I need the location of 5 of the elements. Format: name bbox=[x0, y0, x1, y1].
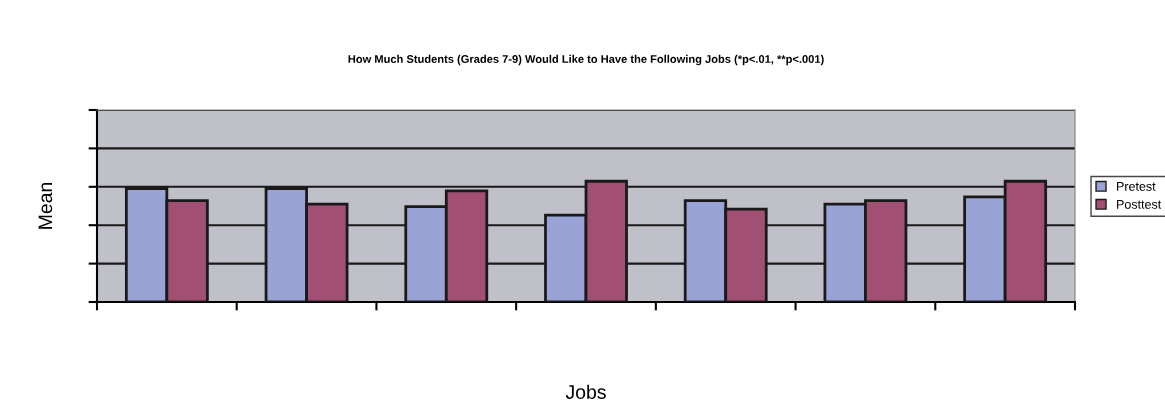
y-axis-title: Mean bbox=[38, 182, 53, 229]
chart-title: How Much Students (Grades 7-9) Would Like to Have the Following Jobs (*p<.01, **p<.001) bbox=[348, 54, 824, 66]
x-axis-title: Jobs bbox=[565, 384, 606, 399]
legend-label: Pretest bbox=[1117, 182, 1156, 191]
legend-label: Posttest bbox=[1117, 200, 1162, 209]
